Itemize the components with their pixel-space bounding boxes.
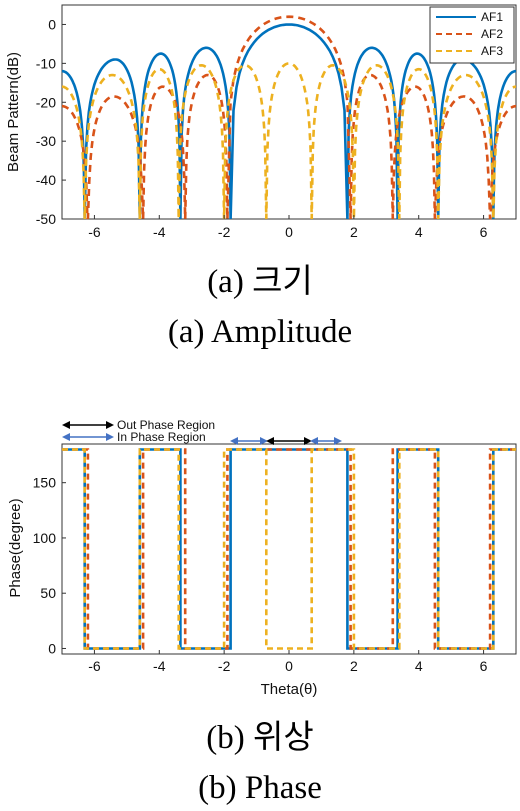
- caption-amplitude-korean: (a) 크기: [207, 264, 313, 300]
- out-phase-region-label: Out Phase Region: [117, 418, 215, 432]
- in-phase-region-label: In Phase Region: [117, 430, 206, 444]
- x-tick-label: 0: [285, 224, 293, 240]
- arrow-head-icon: [334, 437, 342, 445]
- legend-label-af2: AF2: [481, 27, 503, 41]
- x-tick-label: 4: [415, 658, 423, 674]
- arrow-head-icon: [62, 433, 70, 441]
- y-tick-label: -40: [36, 172, 56, 188]
- amplitude-legend: AF1 AF2 AF3: [429, 6, 515, 64]
- y-tick-label: 0: [48, 640, 56, 656]
- x-tick-label: 6: [480, 224, 488, 240]
- y-tick-label: 100: [33, 530, 57, 546]
- y-tick-label: 50: [40, 585, 56, 601]
- legend-label-af1: AF1: [481, 10, 503, 24]
- y-tick-label: 0: [48, 16, 56, 32]
- legend-label-af3: AF3: [481, 44, 503, 58]
- phase-chart: -6 -4 -2 0 2 4 6 0 50 100 150 Phase(degree) Theta(…: [7, 418, 517, 698]
- x-tick-label: -2: [218, 224, 231, 240]
- caption-amplitude-english: (a) Amplitude: [167, 314, 353, 350]
- y-tick-label: -30: [36, 133, 56, 149]
- caption-phase-english: (b) Phase: [198, 770, 322, 806]
- phase-series-af3: [62, 448, 516, 650]
- amplitude-series-af3: [62, 62, 516, 220]
- y-tick-label: -50: [36, 211, 56, 227]
- arrow-head-icon: [260, 437, 268, 445]
- amplitude-series-af2: [62, 15, 516, 220]
- phase-y-axis-label: Phase(degree): [7, 498, 24, 597]
- caption-phase-korean: (b) 위상: [206, 720, 314, 756]
- phase-x-axis-label: Theta(θ): [261, 681, 318, 698]
- arrow-head-icon: [230, 437, 238, 445]
- amplitude-y-axis-label: Beam Pattern(dB): [5, 52, 22, 172]
- arrow-head-icon: [106, 421, 114, 429]
- x-tick-label: 6: [480, 658, 488, 674]
- x-tick-label: -4: [153, 224, 166, 240]
- x-tick-label: -6: [88, 224, 101, 240]
- x-tick-label: 2: [350, 224, 358, 240]
- x-tick-label: 0: [285, 658, 293, 674]
- region-annotations: Out Phase Region In Phase Region: [62, 418, 342, 445]
- arrow-head-icon: [62, 421, 70, 429]
- amplitude-ticks: -6 -4 -2 0 2 4 60-10-20-30-40-50: [36, 16, 488, 240]
- arrow-head-icon: [106, 433, 114, 441]
- x-tick-label: 4: [415, 224, 423, 240]
- phase-plot-area: [61, 443, 517, 655]
- y-tick-label: -10: [36, 55, 56, 71]
- y-tick-label: -20: [36, 94, 56, 110]
- arrow-head-icon: [304, 437, 312, 445]
- y-tick-label: 150: [33, 475, 57, 491]
- phase-series-group: [62, 448, 516, 650]
- x-tick-label: 2: [350, 658, 358, 674]
- phase-ticks: -6 -4 -2 0 2 4 6 0 50 100 150: [33, 475, 488, 674]
- x-tick-label: -6: [88, 658, 101, 674]
- arrow-head-icon: [266, 437, 274, 445]
- amplitude-chart: -6 -4 -2 0 2 4 60-10-20-30-40-50 Beam Pattern(…: [5, 4, 517, 240]
- x-tick-label: -4: [153, 658, 166, 674]
- x-tick-label: -2: [218, 658, 231, 674]
- arrow-head-icon: [310, 437, 318, 445]
